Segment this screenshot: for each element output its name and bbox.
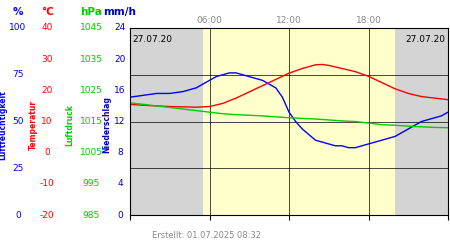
Text: 995: 995	[82, 179, 99, 188]
Text: 75: 75	[12, 70, 24, 79]
Text: Luftdruck: Luftdruck	[66, 104, 75, 146]
Text: 8: 8	[117, 148, 123, 157]
Text: 1005: 1005	[80, 148, 103, 157]
Text: %: %	[13, 7, 23, 17]
Text: 0: 0	[44, 148, 50, 157]
Text: 0: 0	[15, 210, 21, 220]
Text: 16: 16	[114, 86, 126, 95]
Text: 985: 985	[82, 210, 99, 220]
Text: 27.07.20: 27.07.20	[406, 36, 446, 44]
Text: 40: 40	[41, 24, 53, 32]
Text: 27.07.20: 27.07.20	[132, 36, 172, 44]
Text: hPa: hPa	[80, 7, 102, 17]
Text: 20: 20	[41, 86, 53, 95]
Text: mm/h: mm/h	[104, 7, 136, 17]
Bar	[130, 28, 203, 215]
Text: 0: 0	[117, 210, 123, 220]
Text: Erstellt: 01.07.2025 08:32: Erstellt: 01.07.2025 08:32	[153, 231, 261, 240]
Text: 1035: 1035	[80, 55, 103, 64]
Text: Niederschlag: Niederschlag	[103, 96, 112, 154]
Text: 10: 10	[41, 117, 53, 126]
Text: 20: 20	[114, 55, 126, 64]
Text: 30: 30	[41, 55, 53, 64]
Text: 4: 4	[117, 179, 123, 188]
Bar	[203, 28, 395, 215]
Text: 100: 100	[9, 24, 27, 32]
Text: 24: 24	[114, 24, 126, 32]
Text: 25: 25	[12, 164, 24, 173]
Text: Luftfeuchtigkeit: Luftfeuchtigkeit	[0, 90, 8, 160]
Bar	[395, 28, 448, 215]
Text: -20: -20	[40, 210, 54, 220]
Text: -10: -10	[40, 179, 54, 188]
Text: 1025: 1025	[80, 86, 103, 95]
Text: 50: 50	[12, 117, 24, 126]
Text: Temperatur: Temperatur	[28, 100, 37, 150]
Text: 1045: 1045	[80, 24, 103, 32]
Text: °C: °C	[40, 7, 54, 17]
Text: 1015: 1015	[80, 117, 103, 126]
Text: 12: 12	[114, 117, 126, 126]
